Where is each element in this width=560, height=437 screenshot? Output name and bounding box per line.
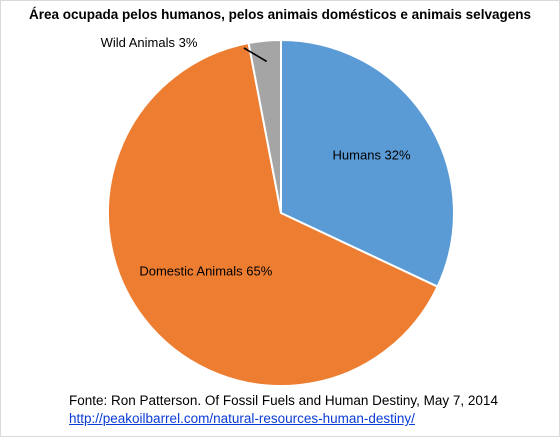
slice-label-domestic: Domestic Animals 65% xyxy=(139,263,272,278)
source-citation: Fonte: Ron Patterson. Of Fossil Fuels an… xyxy=(69,393,498,408)
pie-labels: Humans 32% Domestic Animals 65% Wild Anima… xyxy=(101,35,411,278)
pie-slice-domestic xyxy=(107,41,439,387)
pie-slice-wild xyxy=(247,38,282,214)
source-link[interactable]: http://peakoilbarrel.com/natural-resourc… xyxy=(69,411,415,426)
slice-label-wild: Wild Animals 3% xyxy=(101,35,198,50)
pie-slices xyxy=(107,38,455,387)
slice-label-humans: Humans 32% xyxy=(333,148,411,163)
wild-animals-leader-line xyxy=(243,47,268,63)
chart-title: Área ocupada pelos humanos, pelos animai… xyxy=(29,7,531,22)
pie-slice-humans xyxy=(280,38,455,288)
